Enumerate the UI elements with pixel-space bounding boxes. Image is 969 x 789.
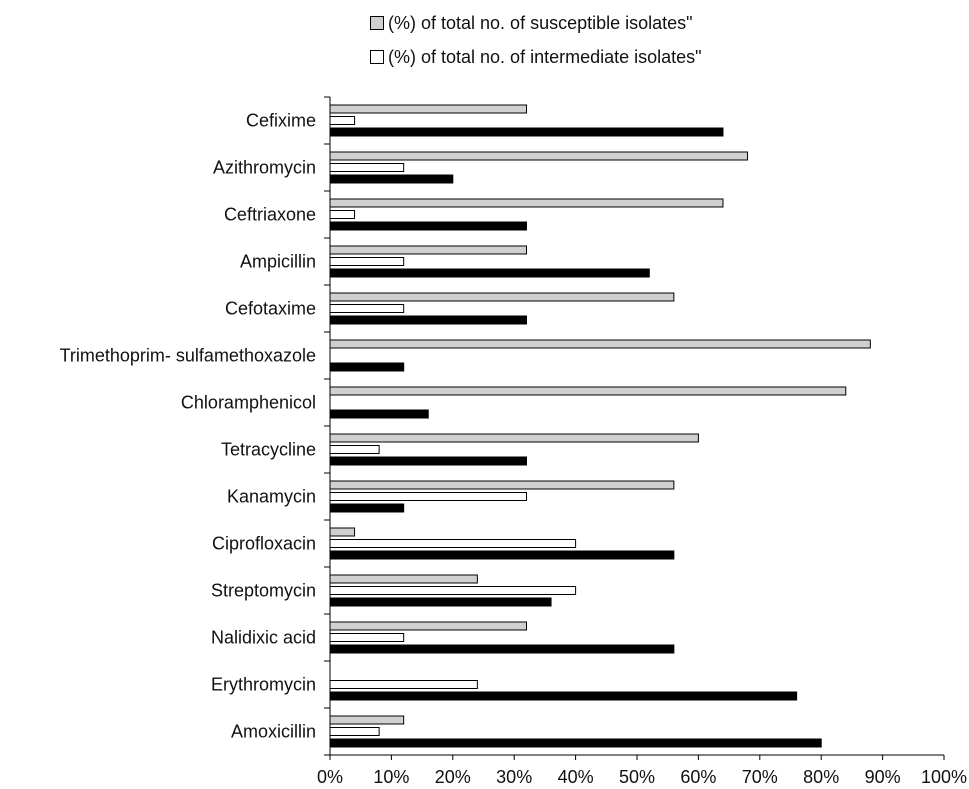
bar-susceptible-13 [329, 715, 405, 725]
bar-intermediate-2 [329, 210, 356, 219]
bar-third-9 [329, 550, 675, 560]
bar-intermediate-10 [329, 586, 577, 595]
bar-susceptible-9 [329, 527, 356, 537]
legend-item-intermediate: (%) of total no. of intermediate isolate… [370, 40, 702, 74]
bar-intermediate-4 [329, 304, 405, 313]
bar-susceptible-3 [329, 245, 527, 255]
legend-swatch-intermediate [370, 50, 384, 64]
bar-susceptible-0 [329, 104, 527, 114]
bar-susceptible-2 [329, 198, 724, 208]
y-axis: Cefixime Azithromycin Ceftriaxone Ampicilli… [60, 96, 331, 756]
x-axis: 0% 10% 20% 30% 40% 50% 60% 70% 80% 90% 100% [317, 754, 967, 787]
y-tick-label-10: Streptomycin [211, 581, 316, 601]
bars-group [329, 104, 871, 748]
bar-third-8 [329, 503, 405, 513]
x-tick-label-4: 40% [558, 767, 594, 787]
bar-susceptible-5 [329, 339, 871, 349]
bar-third-0 [329, 127, 724, 137]
bar-third-13 [329, 738, 822, 748]
x-tick-label-9: 90% [865, 767, 901, 787]
y-tick-label-7: Tetracycline [221, 440, 316, 460]
bar-susceptible-7 [329, 433, 699, 443]
bar-third-4 [329, 315, 527, 325]
bar-third-6 [329, 409, 429, 419]
bar-intermediate-8 [329, 492, 527, 501]
bar-third-10 [329, 597, 552, 607]
bar-third-11 [329, 644, 675, 654]
legend-label-intermediate: (%) of total no. of intermediate isolate… [388, 46, 702, 67]
x-tick-label-0: 0% [317, 767, 343, 787]
bar-intermediate-13 [329, 727, 380, 736]
x-tick-label-10: 100% [921, 767, 967, 787]
y-tick-label-0: Cefixime [246, 111, 316, 131]
bar-third-12 [329, 691, 798, 701]
x-tick-label-8: 80% [803, 767, 839, 787]
bar-third-2 [329, 221, 527, 231]
legend-swatch-susceptible [370, 16, 384, 30]
y-tick-label-11: Nalidixic acid [211, 628, 316, 648]
y-tick-label-9: Ciprofloxacin [212, 534, 316, 554]
bar-third-3 [329, 268, 650, 278]
bar-third-1 [329, 174, 454, 184]
bar-intermediate-12 [329, 680, 478, 689]
bar-susceptible-8 [329, 480, 675, 490]
y-tick-label-4: Cefotaxime [225, 299, 316, 319]
legend-label-susceptible: (%) of total no. of susceptible isolates… [388, 12, 693, 33]
x-tick-label-7: 70% [742, 767, 778, 787]
bar-susceptible-6 [329, 386, 847, 396]
bar-third-5 [329, 362, 405, 372]
chart-legend: (%) of total no. of susceptible isolates… [370, 6, 702, 74]
bar-third-7 [329, 456, 527, 466]
bar-susceptible-11 [329, 621, 527, 631]
bar-intermediate-11 [329, 633, 405, 642]
y-tick-label-5: Trimethoprim- sulfamethoxazole [60, 346, 316, 366]
bar-intermediate-9 [329, 539, 577, 548]
y-tick-label-13: Amoxicillin [231, 722, 316, 742]
x-tick-label-3: 30% [496, 767, 532, 787]
y-tick-label-12: Erythromycin [211, 675, 316, 695]
legend-item-susceptible: (%) of total no. of susceptible isolates… [370, 6, 702, 40]
bar-intermediate-7 [329, 445, 380, 454]
bar-susceptible-1 [329, 151, 749, 161]
x-tick-label-2: 20% [435, 767, 471, 787]
bar-intermediate-3 [329, 257, 405, 266]
bar-intermediate-1 [329, 163, 405, 172]
x-tick-label-5: 50% [619, 767, 655, 787]
y-tick-label-6: Chloramphenicol [181, 393, 316, 413]
y-tick-label-3: Ampicillin [240, 252, 316, 272]
bar-intermediate-0 [329, 116, 356, 125]
bar-susceptible-4 [329, 292, 675, 302]
y-tick-label-8: Kanamycin [227, 487, 316, 507]
bar-susceptible-10 [329, 574, 478, 584]
x-tick-label-6: 60% [680, 767, 716, 787]
y-tick-label-2: Ceftriaxone [224, 205, 316, 225]
x-tick-label-1: 10% [373, 767, 409, 787]
y-tick-label-1: Azithromycin [213, 158, 316, 178]
